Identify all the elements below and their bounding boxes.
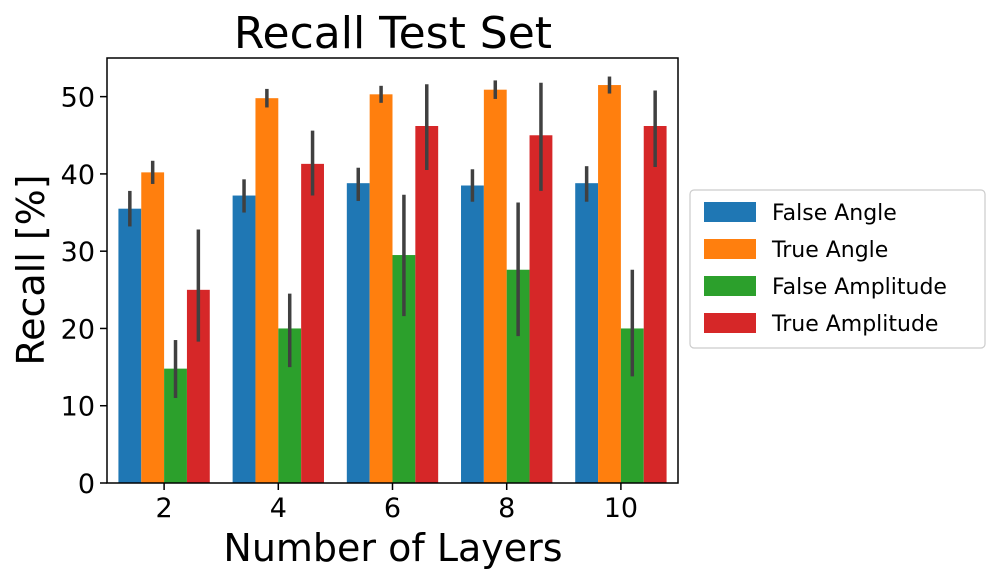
legend-label-false-angle: False Angle: [772, 201, 897, 226]
y-tick-label: 50: [61, 83, 95, 114]
axes: 2 4 6 8 10 0 10 20 30 40 50: [61, 83, 638, 524]
bar-true-angle-2: [141, 172, 165, 483]
bar-false-amplitude-4: [278, 328, 302, 483]
y-tick-label: 30: [61, 237, 95, 268]
y-tick-label: 20: [61, 314, 95, 345]
legend-swatch-false-angle: [704, 202, 756, 222]
bar-true-angle-8: [483, 89, 507, 483]
x-tick-label: 2: [156, 493, 173, 524]
bar-true-amplitude-10: [643, 126, 667, 483]
x-tick-label: 10: [604, 493, 638, 524]
bar-false-amplitude-2: [164, 368, 187, 483]
bar-false-amplitude-6: [392, 255, 416, 483]
bar-false-amplitude-8: [506, 269, 530, 483]
legend-label-true-amplitude: True Amplitude: [771, 312, 938, 337]
bar-true-amplitude-4: [301, 163, 324, 483]
legend-label-true-angle: True Angle: [771, 238, 888, 263]
bar-false-angle-6: [346, 183, 370, 483]
bar-true-angle-4: [255, 98, 279, 483]
legend-swatch-true-amplitude: [704, 313, 756, 333]
bar-true-amplitude-6: [415, 126, 439, 483]
plot-area: [118, 76, 667, 484]
bar-false-angle-4: [232, 195, 256, 483]
x-tick-label: 4: [270, 493, 287, 524]
y-tick-label: 40: [61, 160, 95, 191]
bar-true-angle-10: [598, 85, 621, 483]
bar-false-angle-2: [118, 208, 142, 483]
legend-swatch-true-angle: [704, 239, 756, 259]
legend-frame: [689, 189, 986, 349]
legend-label-false-amplitude: False Amplitude: [772, 275, 947, 300]
bar-true-amplitude-2: [186, 289, 210, 483]
y-tick-label: 10: [61, 392, 95, 423]
y-axis-label: Recall [%]: [9, 174, 53, 365]
bar-false-angle-10: [575, 183, 599, 483]
bar-false-angle-8: [461, 185, 484, 483]
bar-true-angle-6: [369, 94, 393, 484]
chart-title: Recall Test Set: [234, 8, 552, 59]
bar-true-amplitude-8: [529, 135, 553, 484]
y-tick-label: 0: [78, 469, 95, 500]
x-tick-label: 8: [498, 493, 515, 524]
legend-swatch-false-amplitude: [704, 276, 756, 296]
x-tick-label: 6: [384, 493, 401, 524]
bar-false-amplitude-10: [620, 328, 644, 483]
legend: False Angle True Angle False Amplitude True…: [689, 189, 986, 349]
x-axis-label: Number of Layers: [223, 526, 562, 570]
